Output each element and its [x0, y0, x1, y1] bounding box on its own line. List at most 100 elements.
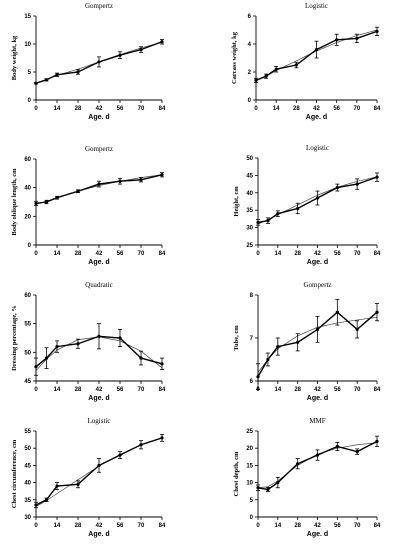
y-tick-label: 50: [24, 350, 31, 356]
y-axis-title: Body weight, kg: [11, 35, 18, 80]
x-tick-label: 70: [138, 251, 145, 257]
x-axis-title: Age. d: [88, 114, 109, 121]
chart-title: Quadratic: [85, 281, 113, 289]
observed-line: [35, 174, 163, 205]
y-tick-label: 6: [250, 379, 254, 385]
x-tick-label: 42: [314, 523, 321, 529]
x-axis-title: Age. d: [88, 531, 109, 538]
x-tick-label: 14: [273, 106, 280, 112]
x-tick-label: 42: [96, 523, 103, 529]
x-axis-title: Age. d: [307, 531, 328, 538]
y-tick-label: 25: [246, 243, 253, 249]
x-tick-label: 14: [54, 251, 61, 257]
x-tick-label: 70: [138, 387, 145, 393]
y-tick-label: 55: [24, 429, 31, 435]
data-point: [314, 48, 319, 52]
y-tick-label: 10: [246, 481, 253, 487]
x-tick-label: 56: [334, 251, 341, 257]
y-tick-label: 0: [28, 98, 32, 104]
data-point: [315, 453, 320, 457]
x-tick-label: 84: [374, 523, 381, 529]
x-tick-label: 84: [159, 106, 166, 112]
y-tick-label: 50: [246, 156, 253, 162]
x-tick-label: 28: [75, 523, 82, 529]
x-tick-label: 14: [54, 106, 61, 112]
data-point: [266, 357, 270, 362]
x-tick-label: 14: [274, 251, 281, 257]
y-tick-label: 55: [24, 322, 31, 328]
chart-panel-1: Gompertz 0 5 10 15 0 14 28 42 56 70 84 Age. d Body we…: [11, 2, 166, 121]
data-point: [34, 201, 38, 206]
chart-title: Logistic: [305, 2, 328, 10]
y-tick-label: 20: [24, 214, 31, 220]
y-tick-label: 45: [24, 379, 31, 385]
y-tick-label: 35: [24, 498, 31, 504]
x-tick-label: 42: [313, 106, 320, 112]
y-tick-label: 60: [24, 293, 31, 299]
data-point: [296, 206, 300, 211]
y-axis-title: Body oblique length, cm: [11, 168, 18, 236]
data-point: [139, 48, 143, 52]
x-tick-label: 56: [117, 523, 124, 529]
data-point: [276, 345, 280, 349]
data-point: [276, 481, 280, 485]
data-point: [335, 38, 339, 42]
x-tick-label: 70: [354, 251, 361, 257]
x-tick-label: 56: [117, 251, 124, 257]
x-tick-label: 42: [96, 251, 103, 257]
observed-line: [35, 437, 163, 506]
data-point: [160, 40, 164, 44]
x-tick-label: 70: [138, 523, 145, 529]
y-tick-label: 15: [24, 14, 31, 20]
data-point: [44, 356, 49, 360]
x-axis-title: Age. d: [307, 395, 328, 402]
y-axis-title: Tube, cm: [233, 325, 240, 351]
x-axis-title: Age. d: [306, 114, 327, 121]
y-tick-label: 40: [24, 481, 31, 487]
x-tick-label: 70: [138, 106, 145, 112]
data-point: [375, 439, 379, 443]
x-tick-label: 0: [34, 106, 38, 112]
data-point: [256, 486, 260, 490]
data-point: [264, 74, 268, 78]
x-tick-label: 84: [374, 251, 381, 257]
data-point: [274, 67, 278, 71]
data-point: [375, 29, 379, 33]
x-tick-label: 56: [117, 387, 124, 393]
data-point: [375, 310, 379, 314]
x-tick-label: 0: [256, 523, 260, 529]
data-point: [266, 487, 270, 492]
x-tick-label: 28: [293, 106, 300, 112]
x-axis-title: Age. d: [88, 259, 109, 266]
data-point: [139, 178, 143, 182]
data-point: [139, 443, 143, 447]
data-point: [55, 73, 59, 77]
y-axis-title: Dressing percentage, %: [11, 305, 18, 371]
y-tick-label: 30: [24, 515, 31, 521]
data-point: [355, 327, 359, 331]
data-point: [256, 375, 260, 379]
data-point: [160, 362, 164, 366]
x-tick-label: 0: [254, 106, 258, 112]
y-tick-label: 0: [28, 243, 32, 249]
data-point: [76, 482, 80, 486]
x-tick-label: 28: [75, 251, 82, 257]
fitted-curve: [257, 442, 378, 489]
x-tick-label: 56: [333, 106, 340, 112]
y-tick-label: 30: [246, 226, 253, 232]
x-tick-label: 84: [374, 387, 381, 393]
data-point: [34, 81, 38, 85]
y-tick-label: 15: [246, 463, 253, 469]
y-tick-label: 25: [246, 429, 253, 435]
x-tick-label: 0: [34, 251, 38, 257]
chart-title: Gompertz: [85, 145, 113, 153]
x-tick-label: 28: [294, 387, 301, 393]
data-point: [335, 444, 339, 449]
data-point: [97, 182, 101, 186]
data-point: [276, 212, 280, 216]
data-point: [139, 356, 143, 360]
x-tick-label: 14: [54, 387, 61, 393]
data-point: [44, 200, 49, 204]
